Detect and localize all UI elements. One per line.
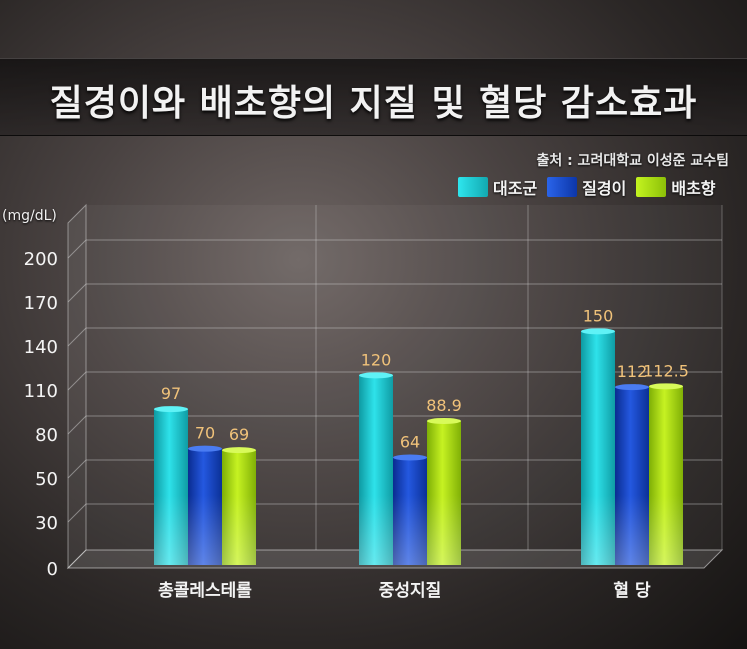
data-label: 112: [617, 362, 648, 381]
gridline-diagonal: [67, 283, 87, 303]
y-tick-label: 80: [35, 425, 58, 446]
data-label: 112.5: [643, 361, 689, 380]
gridline-diagonal: [67, 327, 87, 347]
legend-label-agastache: 배초향: [671, 179, 716, 198]
data-label: 97: [161, 384, 181, 403]
legend-item-control: 대조군: [458, 175, 537, 199]
legend-label-plantain: 질경이: [582, 179, 627, 198]
gridline-diagonal: [67, 371, 87, 391]
bar-top: [649, 383, 683, 390]
bar-top: [393, 454, 427, 461]
gridline-diagonal: [67, 415, 87, 435]
bar-glow: [581, 495, 615, 565]
legend-swatch-plantain: [547, 177, 578, 197]
gridline-diagonal: [67, 503, 87, 523]
gridline-diagonal: [67, 239, 87, 259]
bar-glow: [649, 495, 683, 565]
chart-title: 질경이와 배초향의 지질 및 혈당 감소효과: [49, 83, 698, 124]
bar-top: [154, 406, 188, 413]
y-tick-label: 0: [47, 559, 58, 580]
bar-top: [581, 328, 615, 335]
data-label: 88.9: [426, 396, 462, 415]
bar-glow: [359, 495, 393, 565]
y-tick-label: 200: [24, 249, 58, 270]
bar-top: [427, 417, 461, 424]
x-category-label: 중성지질: [379, 580, 442, 601]
y-tick-label: 110: [24, 381, 58, 402]
labels: 0 30 50 80 110 140 170 200 97 70 69 총콜레스테롤 120 64 88.9…: [24, 249, 689, 601]
bar-glow: [222, 495, 256, 565]
legend-item-agastache: 배초향: [636, 175, 716, 199]
legend-item-plantain: 질경이: [547, 175, 626, 199]
bar-top: [222, 447, 256, 454]
legend: 대조군 질경이 배초향: [458, 174, 716, 200]
gridline-diagonal: [67, 459, 87, 479]
bar-glow: [393, 495, 427, 565]
y-tick-label: 50: [35, 469, 58, 490]
x-category-label: 혈 당: [613, 580, 651, 601]
legend-swatch-control: [458, 177, 488, 197]
bar-top: [615, 384, 649, 391]
bars: [154, 328, 683, 565]
y-axis-unit: (mg/dL): [2, 208, 57, 224]
legend-label-control: 대조군: [493, 179, 538, 198]
legend-swatch-agastache: [636, 177, 667, 197]
bar-glow: [154, 495, 188, 565]
data-label: 64: [400, 432, 420, 451]
data-label: 120: [361, 350, 392, 369]
y-tick-label: 140: [24, 337, 58, 358]
data-label: 70: [195, 424, 215, 443]
y-tick-label: 170: [24, 293, 58, 314]
title-band: [0, 58, 747, 136]
x-category-label: 총콜레스테롤: [158, 581, 252, 601]
bar-top: [188, 445, 222, 452]
data-label: 150: [583, 306, 614, 325]
y-tick-label: 30: [35, 513, 58, 534]
bar-top: [359, 372, 393, 379]
source-note: 출처 : 고려대학교 이성준 교수팀: [536, 153, 729, 169]
bar-glow: [188, 495, 222, 565]
data-label: 69: [229, 425, 249, 444]
bar-glow: [427, 495, 461, 565]
bar-glow: [615, 495, 649, 565]
